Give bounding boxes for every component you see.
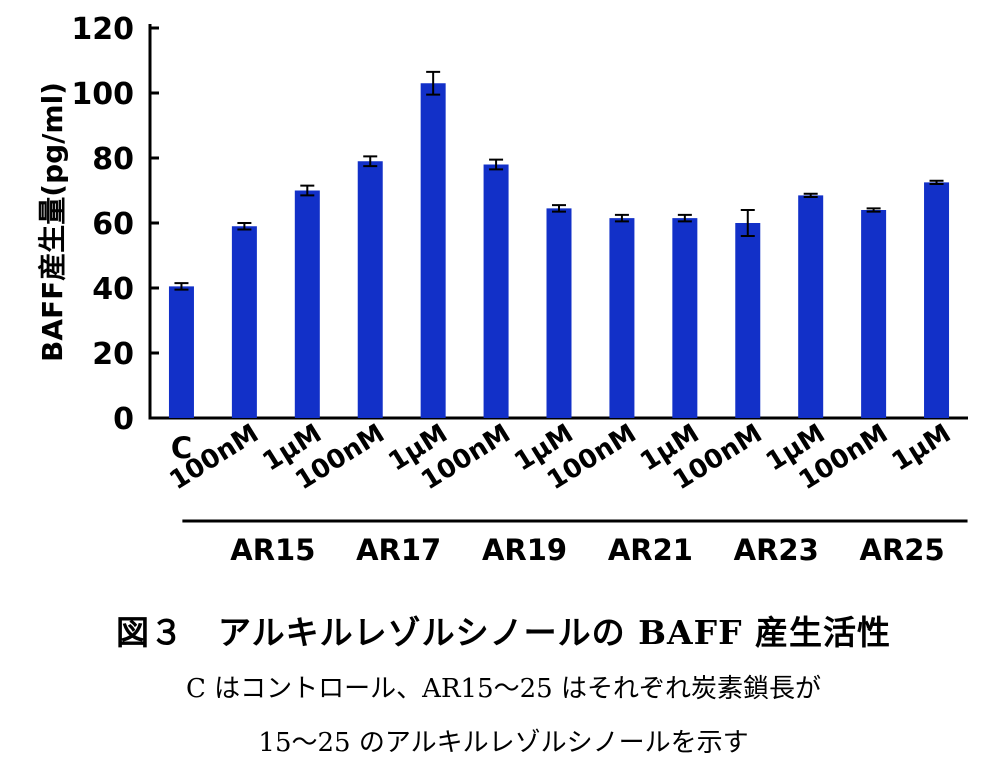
y-tick-label: 20 [92, 337, 134, 372]
figure-caption-line-1: C はコントロール、AR15～25 はそれぞれ炭素鎖長が [186, 674, 821, 704]
group-label: AR15 [230, 533, 315, 567]
y-tick-label: 40 [92, 272, 134, 307]
bar-chart: 0 20 40 60 80 100 120 C100nM1μM100nM1μM100nM1μ… [36, 12, 968, 567]
y-axis-label: BAFF産生量(pg/ml) [36, 82, 69, 362]
bar [609, 218, 635, 418]
group-label: AR25 [860, 533, 945, 567]
bar [546, 208, 572, 418]
axes: 0 20 40 60 80 100 120 [71, 12, 968, 437]
bar [231, 226, 257, 418]
y-tick-label: 80 [92, 142, 134, 177]
bar [357, 161, 383, 418]
bar [420, 83, 446, 418]
bar [798, 195, 824, 418]
y-tick-label: 0 [113, 402, 134, 437]
bar [672, 218, 698, 418]
group-label: AR21 [608, 533, 693, 567]
y-tick-label: 120 [71, 12, 134, 47]
bar [861, 210, 887, 418]
bar [483, 164, 509, 418]
x-tick-label: C [171, 431, 192, 465]
figure-caption-line-2: 15～25 のアルキルレゾルシノールを示す [258, 728, 749, 758]
group-label: AR23 [734, 533, 819, 567]
figure-caption-title: 図３ アルキルレゾルシノールの BAFF 産生活性 [115, 613, 891, 652]
bar [735, 223, 761, 418]
y-tick-label: 60 [92, 207, 134, 242]
bar [924, 182, 950, 418]
bars [168, 70, 950, 418]
x-tick-labels: C100nM1μM100nM1μM100nM1μM100nM1μM100nM1μ… [165, 418, 957, 496]
y-tick-label: 100 [71, 77, 134, 112]
bar [168, 286, 194, 418]
bar [294, 190, 320, 418]
x-tick-label: 1μM [887, 418, 956, 477]
group-labels: AR15 AR17 AR19 AR21 AR23 AR25 [182, 519, 968, 567]
group-label: AR19 [482, 533, 567, 567]
group-label: AR17 [356, 533, 441, 567]
